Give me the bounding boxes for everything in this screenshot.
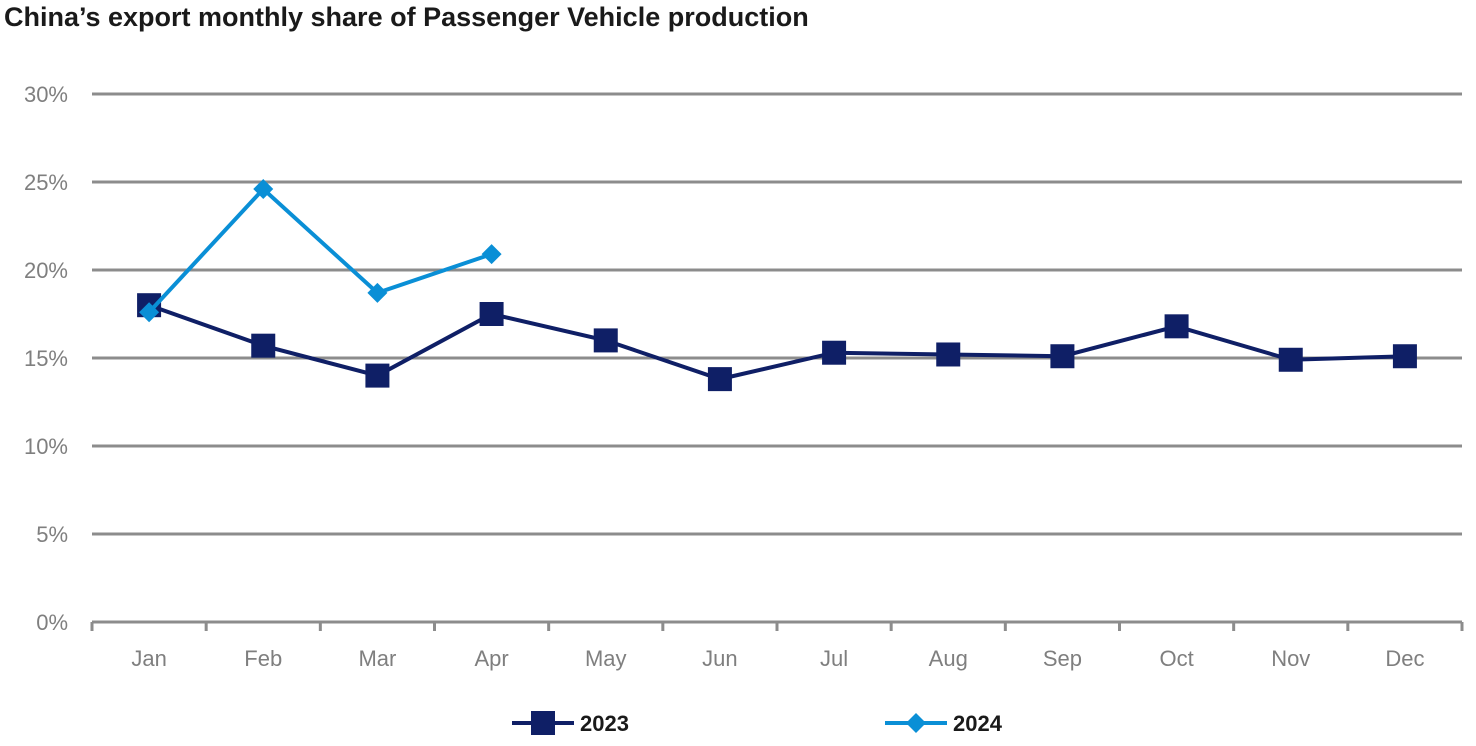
data-point-2023-Apr (479, 302, 504, 326)
chart-title: China’s export monthly share of Passenge… (4, 2, 809, 32)
legend-marker-2024 (906, 713, 926, 733)
legend-label-2023: 2023 (580, 711, 629, 736)
data-point-2023-Jul (822, 340, 847, 365)
data-point-2023-Feb (251, 333, 276, 358)
x-tick-label: Jun (702, 646, 737, 671)
y-tick-label: 25% (24, 170, 68, 195)
data-point-2023-Nov (1278, 347, 1303, 372)
y-tick-label: 20% (24, 258, 68, 283)
x-tick-label: Dec (1385, 646, 1424, 671)
data-point-2023-May (593, 328, 618, 353)
x-tick-label: Sep (1043, 646, 1082, 671)
data-point-2024-Jan (139, 302, 160, 323)
x-tick-label: Mar (358, 646, 396, 671)
x-tick-label: Nov (1271, 646, 1310, 671)
data-point-2023-Mar (365, 363, 390, 388)
legend-label-2024: 2024 (953, 711, 1003, 736)
data-point-2023-Oct (1164, 314, 1189, 339)
data-point-2024-Feb (253, 179, 274, 200)
data-point-2023-Aug (936, 342, 961, 367)
x-tick-label: Aug (929, 646, 968, 671)
y-tick-label: 15% (24, 346, 68, 371)
x-tick-label: Oct (1159, 646, 1193, 671)
data-point-2024-Mar (367, 282, 388, 303)
legend-marker-2023 (531, 711, 555, 735)
data-point-2023-Jun (707, 367, 732, 392)
data-point-2023-Dec (1392, 344, 1417, 369)
series-line-2024 (147, 186, 493, 314)
x-tick-label: Feb (244, 646, 282, 671)
data-point-2023-Sep (1050, 344, 1075, 369)
series-line-2023 (148, 303, 1405, 382)
x-tick-label: May (585, 646, 627, 671)
x-tick-label: Apr (474, 646, 508, 671)
x-tick-label: Jan (131, 646, 166, 671)
y-tick-label: 0% (36, 610, 68, 635)
x-tick-label: Jul (820, 646, 848, 671)
y-tick-label: 30% (24, 82, 68, 107)
y-tick-label: 5% (36, 522, 68, 547)
y-tick-label: 10% (24, 434, 68, 459)
data-point-2024-Apr (481, 244, 502, 265)
